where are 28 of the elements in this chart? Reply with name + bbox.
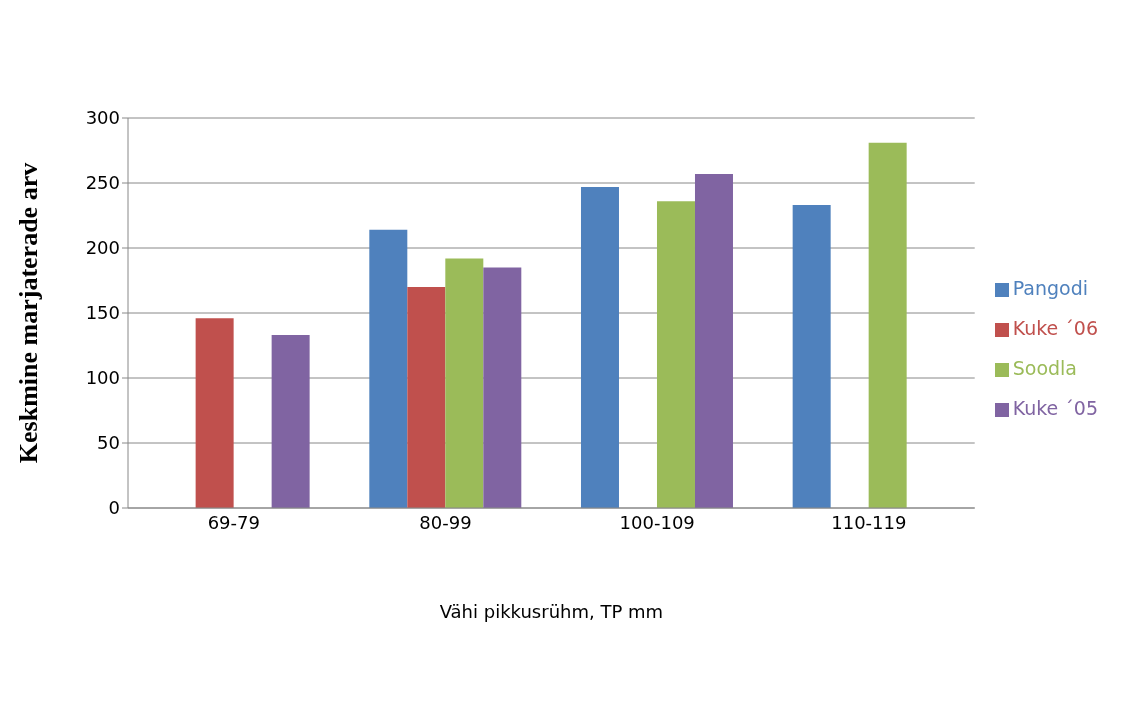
bar [271,335,310,508]
y-tick-label: 0 [108,497,120,519]
legend-label: Kuke ´05 [1012,397,1098,419]
bar [445,258,484,508]
bar [407,287,446,508]
bar [694,173,733,508]
x-tick-label: 80-99 [419,511,472,533]
bar [483,267,522,508]
legend-label: Soodla [1012,357,1077,379]
y-axis-title: Keskmine marjaterade arv [14,162,44,464]
y-tick-label: 300 [85,107,120,129]
y-tick-label: 50 [97,432,120,454]
y-tick-label: 150 [85,302,120,324]
bar [792,205,831,508]
legend-label: Pangodi [1012,277,1089,299]
bar [580,186,619,508]
y-tick-label: 100 [85,367,120,389]
legend-label: Kuke ´06 [1012,317,1098,339]
bar [868,142,907,508]
y-tick-label: 250 [85,172,120,194]
x-tick-label: 69-79 [207,511,260,533]
y-tick-label: 200 [85,237,120,259]
x-axis-title: Vähi pikkusrühm, TP mm [439,601,664,622]
x-tick-label: 100-109 [619,511,695,533]
bar [195,318,234,508]
bar [369,229,408,508]
bar [656,201,695,508]
x-tick-label: 110-119 [831,511,907,533]
